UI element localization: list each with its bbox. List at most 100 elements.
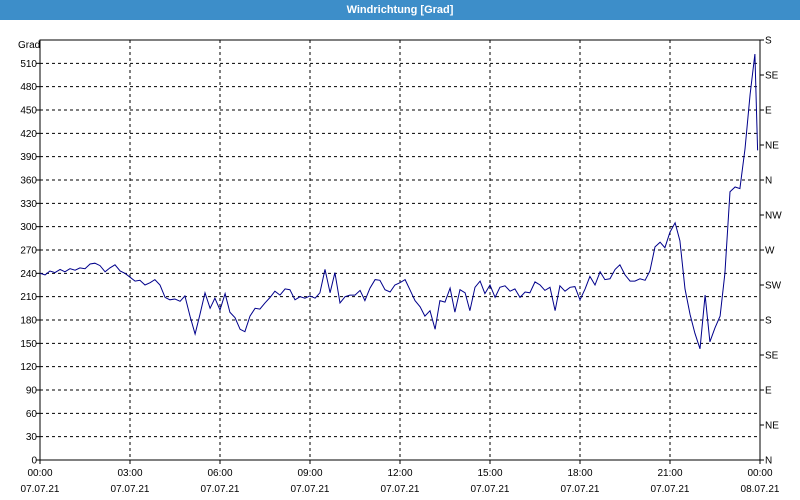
y-axis-label: Grad (18, 40, 40, 51)
data-point (464, 292, 466, 294)
data-point (139, 279, 141, 281)
right-tick-label: S (765, 316, 772, 327)
data-point (756, 149, 758, 151)
data-point (449, 287, 451, 289)
data-point (54, 271, 56, 273)
x-tick-date: 08.07.21 (741, 484, 780, 495)
data-point (534, 281, 536, 283)
data-point (144, 284, 146, 286)
data-point (469, 310, 471, 312)
data-point (59, 268, 61, 270)
data-point (429, 310, 431, 312)
data-point (749, 93, 751, 95)
data-point (434, 328, 436, 330)
data-point (529, 292, 531, 294)
data-point (249, 315, 251, 317)
x-tick-date: 07.07.21 (21, 484, 60, 495)
data-point (519, 296, 521, 298)
data-point (359, 289, 361, 291)
data-point (674, 222, 676, 224)
data-point (559, 285, 561, 287)
data-point (604, 278, 606, 280)
data-point (279, 294, 281, 296)
x-tick-date: 07.07.21 (381, 484, 420, 495)
data-point (214, 297, 216, 299)
data-point (314, 297, 316, 299)
data-point (384, 289, 386, 291)
data-point (369, 287, 371, 289)
data-point (484, 292, 486, 294)
x-tick-date: 07.07.21 (471, 484, 510, 495)
data-point (439, 299, 441, 301)
data-point (549, 286, 551, 288)
right-tick-label: NE (765, 141, 779, 152)
data-point (459, 289, 461, 291)
data-point (679, 240, 681, 242)
data-point (179, 300, 181, 302)
data-point (389, 291, 391, 293)
data-point (599, 271, 601, 273)
data-point (339, 302, 341, 304)
right-axis-ticks: N NE E SE S SW W NW N NE E SE S (760, 36, 782, 467)
data-point (274, 290, 276, 292)
data-point (319, 292, 321, 294)
data-point (44, 274, 46, 276)
x-tick-date: 07.07.21 (651, 484, 690, 495)
x-tick-time: 12:00 (387, 468, 412, 479)
data-point (504, 285, 506, 287)
y-tick-label: 120 (20, 362, 37, 373)
data-point (684, 288, 686, 290)
data-point (169, 299, 171, 301)
data-point (739, 187, 741, 189)
data-point (404, 278, 406, 280)
data-point (89, 263, 91, 265)
data-point (729, 191, 731, 193)
data-point (714, 327, 716, 329)
data-point (654, 246, 656, 248)
data-point (569, 286, 571, 288)
data-point (659, 241, 661, 243)
x-tick-date: 07.07.21 (201, 484, 240, 495)
data-point (244, 331, 246, 333)
data-point (514, 288, 516, 290)
right-tick-label: NW (765, 211, 782, 222)
data-point (149, 282, 151, 284)
data-point (494, 296, 496, 298)
data-point (664, 247, 666, 249)
data-point (329, 292, 331, 294)
data-point (619, 264, 621, 266)
data-point (49, 270, 51, 272)
data-point (254, 307, 256, 309)
x-tick-time: 00:00 (27, 468, 52, 479)
right-tick-label: N (765, 176, 772, 187)
data-point (689, 313, 691, 315)
data-point (579, 299, 581, 301)
data-point (479, 280, 481, 282)
data-point (694, 332, 696, 334)
data-point (474, 286, 476, 288)
data-point (84, 268, 86, 270)
data-point (524, 291, 526, 293)
data-point (164, 296, 166, 298)
right-tick-label: NE (765, 421, 779, 432)
data-point (349, 294, 351, 296)
right-tick-label: E (765, 386, 772, 397)
data-point (394, 284, 396, 286)
y-tick-label: 90 (26, 386, 38, 397)
data-point (744, 148, 746, 150)
x-tick-time: 06:00 (207, 468, 232, 479)
data-point (114, 264, 116, 266)
data-point (499, 286, 501, 288)
data-point (159, 284, 161, 286)
data-point (609, 278, 611, 280)
data-point (709, 341, 711, 343)
data-point (224, 292, 226, 294)
data-point (354, 294, 356, 296)
data-point (444, 301, 446, 303)
data-point (324, 268, 326, 270)
data-point (629, 280, 631, 282)
data-point (229, 311, 231, 313)
y-tick-label: 510 (20, 59, 37, 70)
data-point (99, 264, 101, 266)
data-point (409, 289, 411, 291)
